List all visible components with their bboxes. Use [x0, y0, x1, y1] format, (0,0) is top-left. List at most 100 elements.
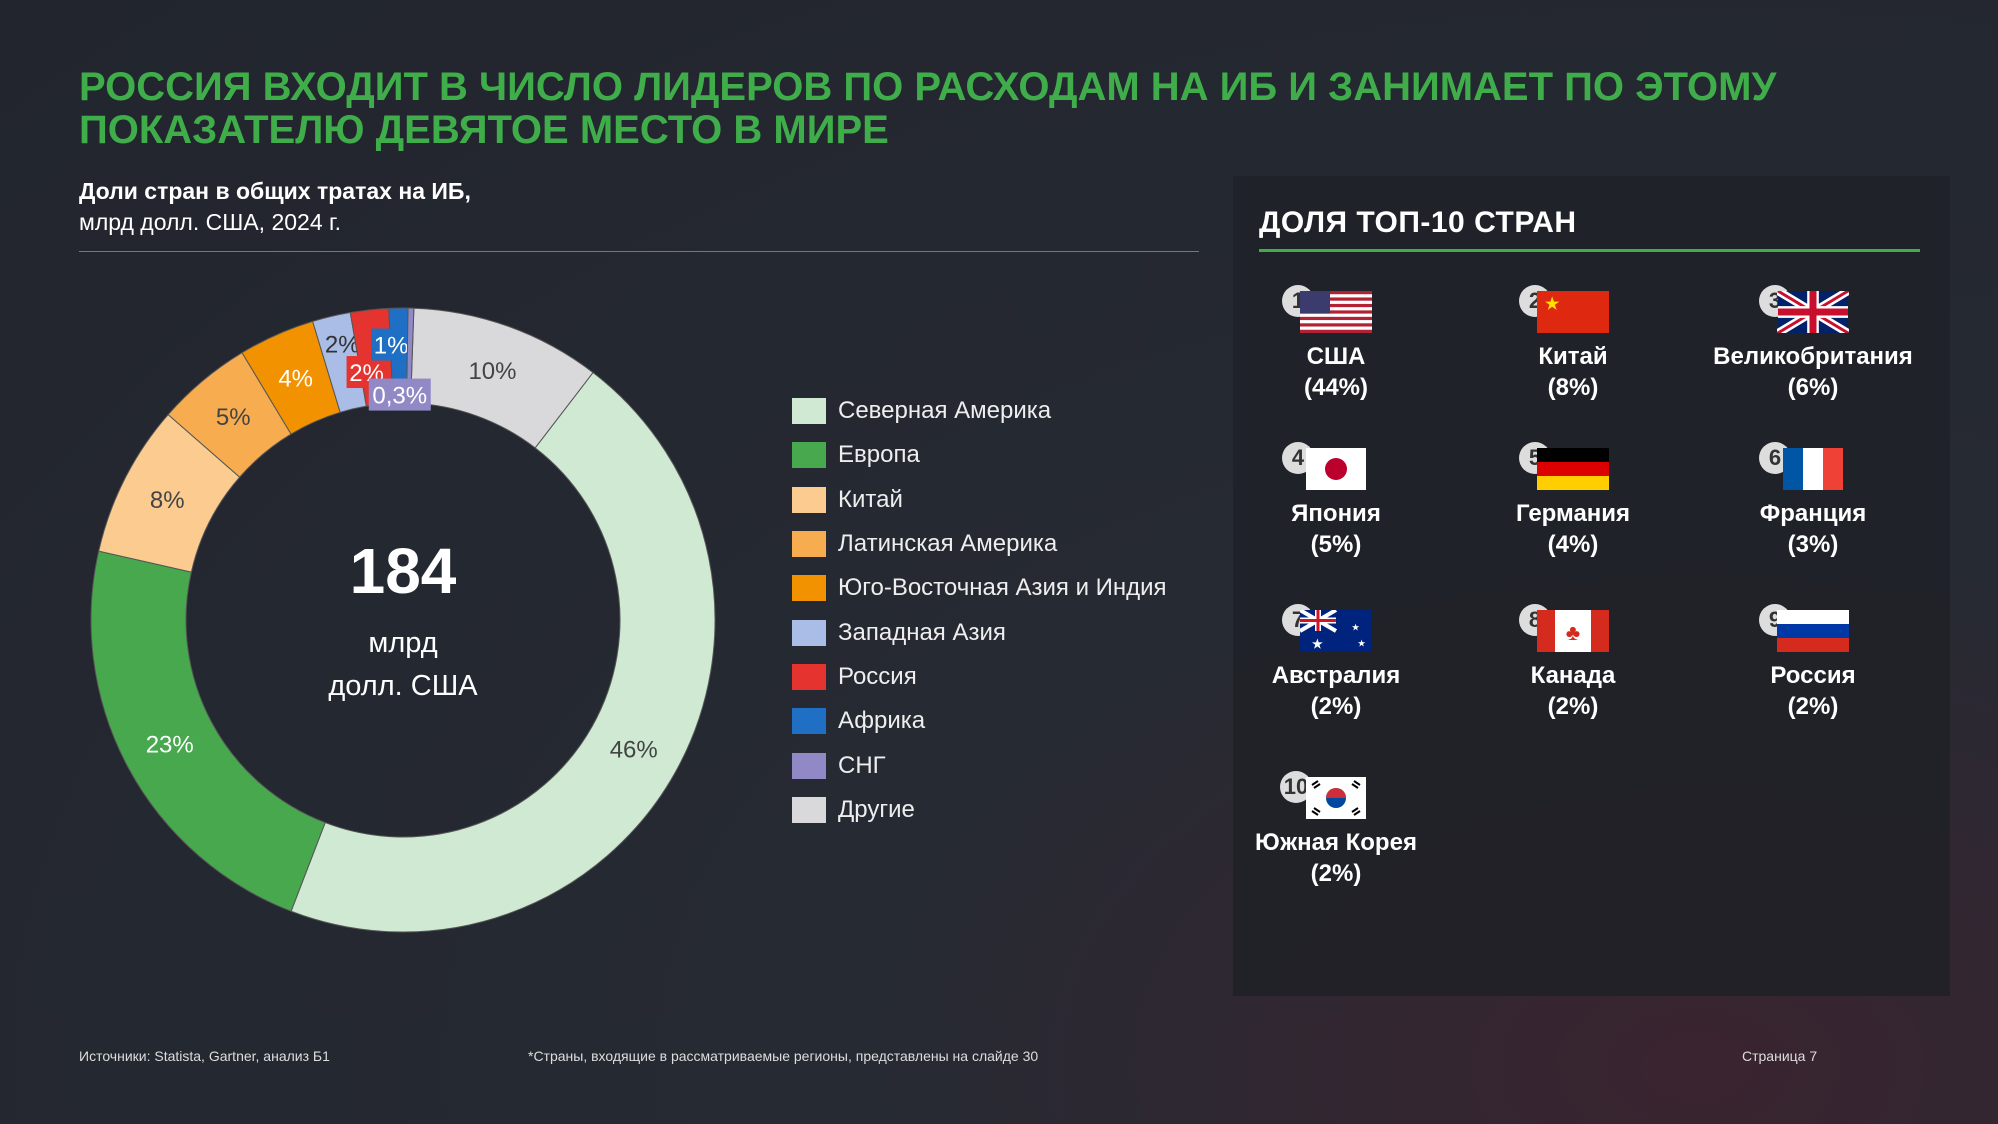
legend-item: Юго-Восточная Азия и Индия [792, 566, 1167, 610]
legend-swatch [792, 708, 826, 735]
country-name: Россия [1770, 662, 1856, 689]
panel-title: ДОЛЯ ТОП-10 СТРАН [1259, 206, 1577, 239]
country-item: 8 ♣ Канада (2%) [1453, 604, 1693, 722]
svg-text:★: ★ [1545, 296, 1560, 313]
country-item: 3 Великобритания (6%) [1693, 285, 1933, 403]
country-item: 1 США (44%) [1216, 285, 1456, 403]
slice-label: 4% [278, 365, 313, 392]
legend-swatch [792, 752, 826, 779]
legend-label: Африка [838, 707, 926, 735]
country-item: 2 ★ Китай (8%) [1453, 285, 1693, 403]
legend-item: Северная Америка [792, 389, 1167, 433]
country-item: 7 ★ ★ ★ Австралия (2%) [1216, 604, 1456, 722]
slice-label: 8% [150, 487, 185, 514]
svg-text:★: ★ [1352, 623, 1360, 632]
flag-fr-icon [1777, 448, 1849, 490]
legend-item: СНГ [792, 743, 1167, 787]
slice-label: 1% [374, 333, 409, 360]
svg-text:★: ★ [1358, 639, 1366, 648]
country-name: Южная Корея [1255, 829, 1417, 856]
country-share: (2%) [1547, 693, 1599, 720]
country-share: (6%) [1787, 374, 1839, 401]
legend-item: Западная Азия [792, 610, 1167, 654]
country-share: (3%) [1787, 531, 1839, 558]
country-name: Канада [1530, 662, 1616, 689]
country-item: 10 Южная Корея (2%) [1216, 771, 1456, 889]
slice-label: 5% [216, 404, 251, 431]
country-name: Великобритания [1713, 343, 1913, 370]
page-number: Страница 7 [1742, 1048, 1818, 1064]
country-share: (2%) [1310, 693, 1362, 720]
flag-au-icon: ★ ★ ★ [1300, 610, 1372, 652]
legend-label: Северная Америка [838, 397, 1052, 425]
country-item: 6 Франция (3%) [1693, 442, 1933, 560]
country-share: (2%) [1310, 860, 1362, 887]
slice-label: 46% [610, 736, 658, 763]
flag-us-icon [1300, 291, 1372, 333]
legend-item: Другие [792, 788, 1167, 832]
legend-label: Другие [838, 795, 915, 823]
slice-label-box [371, 328, 412, 361]
country-name: Германия [1515, 500, 1631, 527]
slice-label: 2% [325, 332, 360, 359]
legend-swatch [792, 486, 826, 513]
legend-swatch [792, 575, 826, 602]
slice-1 [290, 371, 716, 933]
legend-swatch [792, 619, 826, 646]
slice-label: 23% [146, 732, 194, 759]
subtitle-bold: Доли стран в общих тратах на ИБ, [79, 178, 471, 204]
flag-kr-icon [1300, 777, 1372, 819]
footnote: *Страны, входящие в рассматриваемые реги… [528, 1048, 1039, 1064]
legend-swatch [792, 531, 826, 558]
country-item: 5 Германия (4%) [1453, 442, 1693, 560]
country-name: Франция [1759, 500, 1867, 527]
legend-item: Латинская Америка [792, 522, 1167, 566]
svg-text:★: ★ [1312, 637, 1323, 651]
country-share: (8%) [1547, 374, 1599, 401]
flag-jp-icon [1300, 448, 1372, 490]
svg-text:♣: ♣ [1566, 620, 1580, 645]
slice-label: 10% [468, 358, 516, 385]
divider [79, 251, 1199, 252]
country-name: Япония [1291, 500, 1381, 527]
legend-item: Китай [792, 478, 1167, 522]
flag-ru-icon [1777, 610, 1849, 652]
chart-subtitle: Доли стран в общих тратах на ИБ, млрд дол… [79, 176, 471, 238]
legend-item: Россия [792, 655, 1167, 699]
panel-divider [1259, 249, 1920, 252]
country-share: (44%) [1303, 374, 1369, 401]
country-name: Китай [1538, 343, 1608, 370]
legend-item: Африка [792, 699, 1167, 743]
legend-item: Европа [792, 433, 1167, 477]
legend-swatch [792, 398, 826, 425]
legend-label: Юго-Восточная Азия и Индия [838, 574, 1167, 602]
legend-label: Европа [838, 441, 920, 469]
legend-swatch [792, 796, 826, 823]
flag-cn-icon: ★ [1537, 291, 1609, 333]
donut-center-center-unit-2: долл. США [328, 670, 478, 702]
legend-label: Западная Азия [838, 618, 1006, 646]
country-item: 4 Япония (5%) [1216, 442, 1456, 560]
subtitle-units: млрд долл. США, 2024 г. [79, 209, 341, 235]
country-name: Австралия [1271, 662, 1401, 689]
donut-center-center-value: 184 [350, 535, 457, 607]
slice-2 [90, 550, 326, 912]
country-share: (5%) [1310, 531, 1362, 558]
donut-center-center-unit-1: млрд [368, 627, 437, 659]
flag-de-icon [1537, 448, 1609, 490]
legend-swatch [792, 663, 826, 690]
legend-label: Латинская Америка [838, 530, 1058, 558]
country-name: США [1306, 343, 1366, 370]
slice-label: 0,3% [372, 383, 427, 410]
country-share: (2%) [1787, 693, 1839, 720]
legend-label: Россия [838, 662, 917, 690]
country-share: (4%) [1547, 531, 1599, 558]
legend-label: СНГ [838, 751, 886, 779]
country-item: 9 Россия (2%) [1693, 604, 1933, 722]
chart-legend: Северная Америка Европа Китай Латинская Аме… [792, 389, 1167, 832]
flag-gb-icon [1777, 291, 1849, 333]
page-title: РОССИЯ ВХОДИТ В ЧИСЛО ЛИДЕРОВ ПО РАСХОДА… [79, 65, 1777, 152]
legend-label: Китай [838, 485, 903, 513]
legend-swatch [792, 442, 826, 469]
